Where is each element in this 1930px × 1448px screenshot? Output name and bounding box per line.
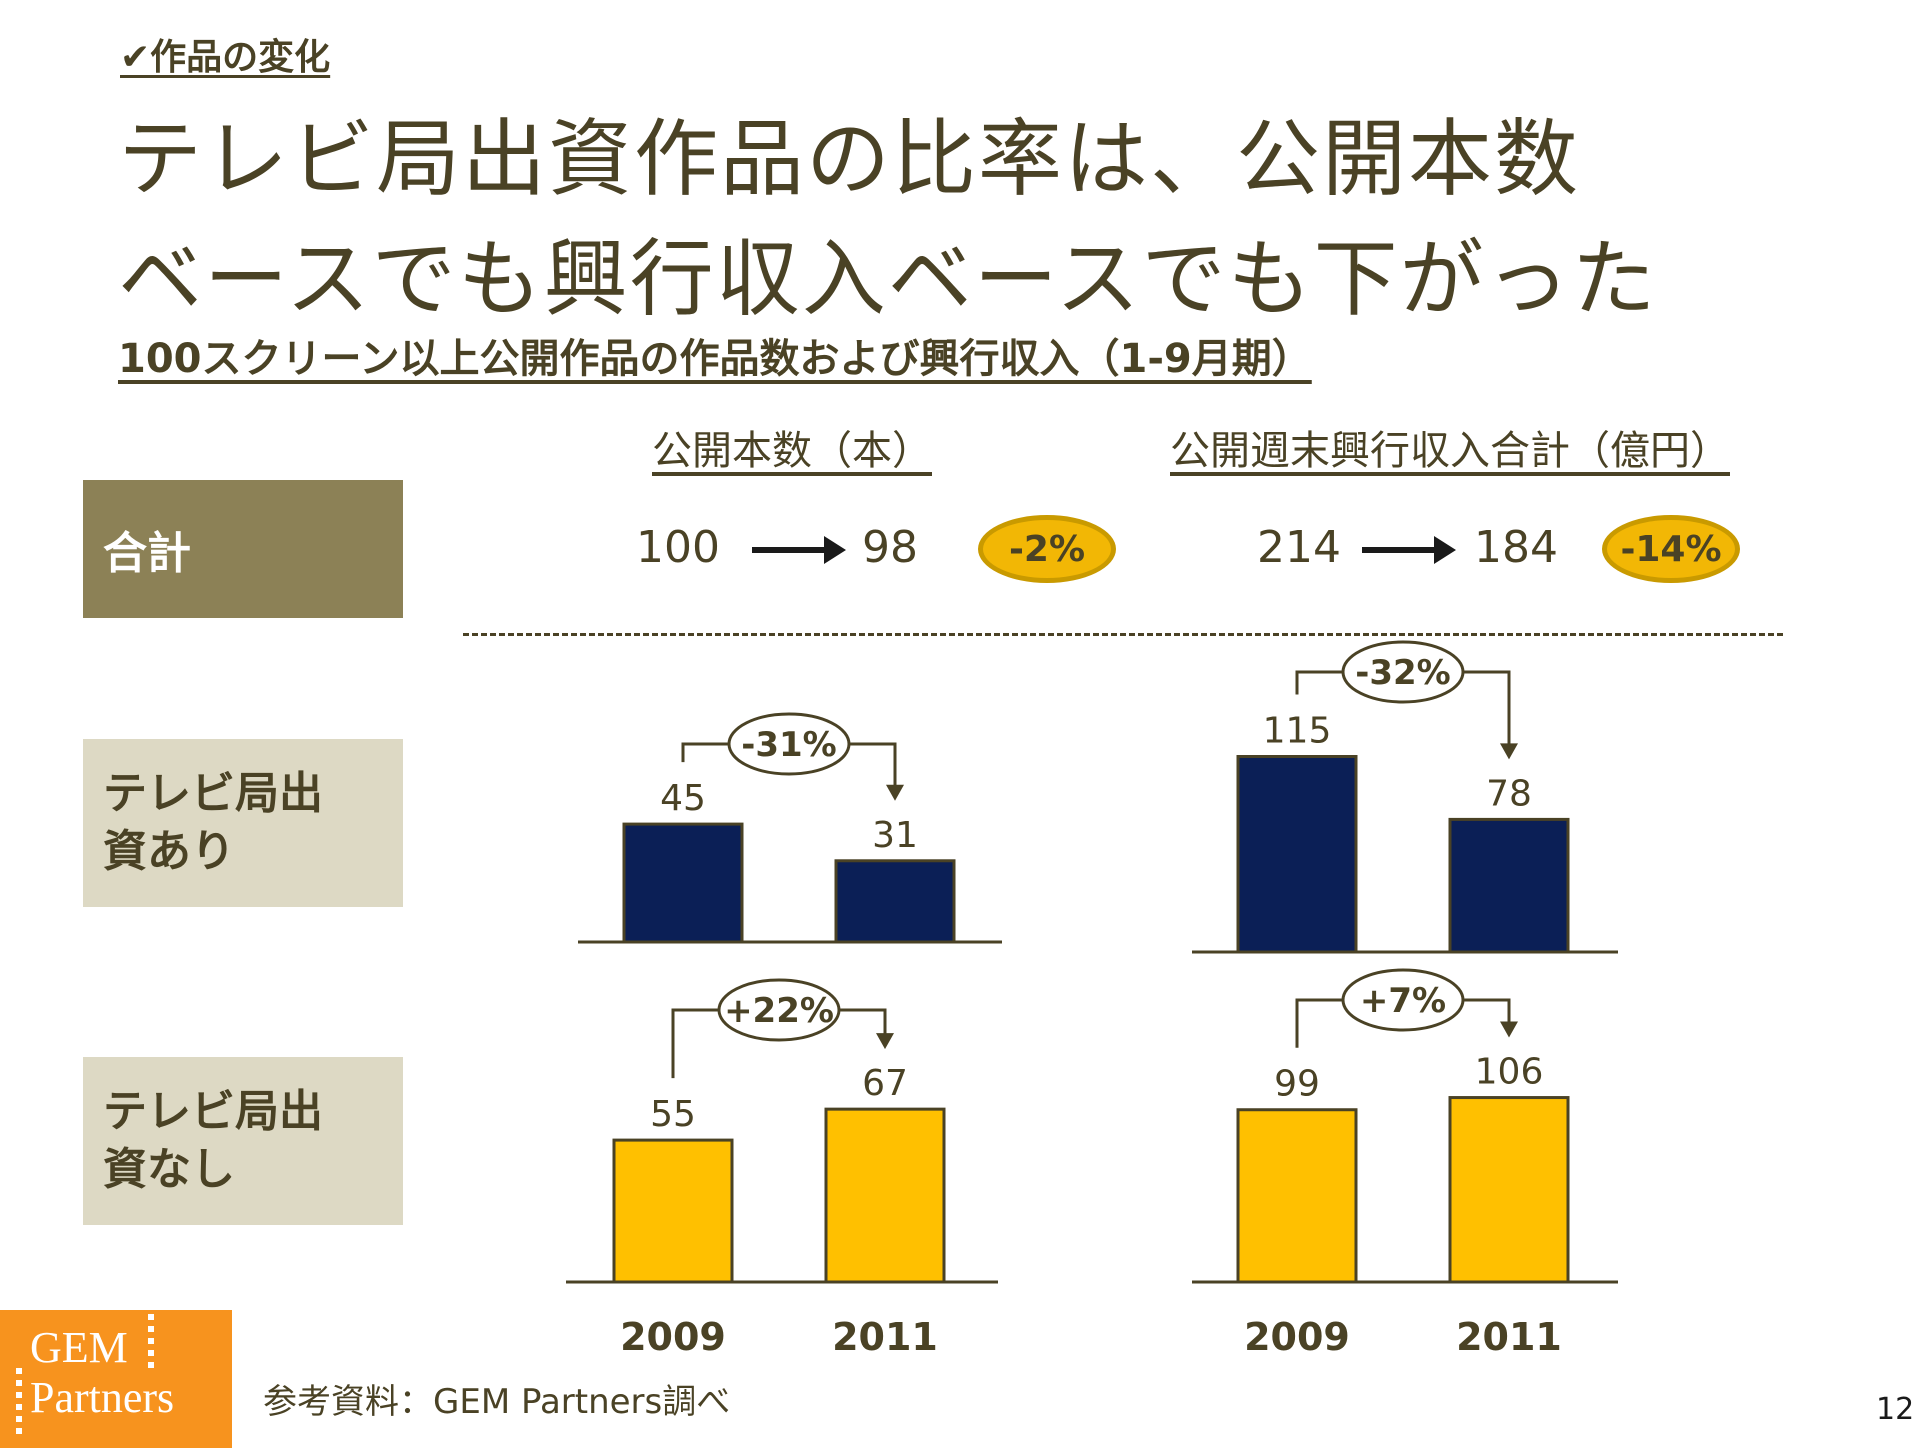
slide-title-line1: テレビ局出資作品の比率は、公開本数 <box>118 110 1581 208</box>
logo-dots-icon-left <box>16 1368 22 1440</box>
revenue-without-tv-category-label-2009: 2009 <box>1244 1315 1350 1359</box>
slide-subtitle: 100スクリーン以上公開作品の作品数および興行収入（1-9月期） <box>118 336 1312 382</box>
total-count-2009: 100 <box>636 522 720 573</box>
row-label-without-tv-text: テレビ局出資なし <box>103 1086 323 1195</box>
revenue-without-tv-change-bubble <box>1341 968 1465 1032</box>
total-revenue-change-badge: -14% <box>1602 515 1740 583</box>
revenue-without-tv-arrowhead-icon <box>1500 1021 1518 1038</box>
count-without-tv-category-label-2011: 2011 <box>832 1315 938 1359</box>
revenue-with-tv-value-label-2009: 115 <box>1263 711 1332 752</box>
row-label-total: 合計 <box>83 480 403 618</box>
revenue-without-tv-bar-2009 <box>1236 1108 1358 1284</box>
row-label-with-tv-text: テレビ局出資あり <box>103 768 323 877</box>
count-without-tv-category-label-2009: 2009 <box>620 1315 726 1359</box>
revenue-with-tv-bar-2009 <box>1236 755 1358 954</box>
page-number: 12 <box>1876 1392 1915 1427</box>
gem-partners-logo: GEM Partners <box>0 1310 232 1448</box>
count-with-tv-arrowhead-icon <box>886 784 904 801</box>
count-without-tv-arrowhead-icon <box>876 1033 894 1050</box>
logo-text-line2: Partners <box>30 1373 175 1422</box>
slide-title-line2: ベースでも興行収入ベースでも下がった <box>118 230 1658 328</box>
section-divider <box>463 633 1783 636</box>
revenue-with-tv-change-label: -32% <box>1355 653 1451 693</box>
revenue-column-header: 公開週末興行収入合計（億円） <box>1170 428 1730 474</box>
count-without-tv-value-label-2011: 67 <box>862 1063 908 1104</box>
row-label-without-tv: テレビ局出資なし <box>83 1057 403 1225</box>
count-without-tv-change-label: +22% <box>724 991 834 1031</box>
revenue-without-tv-change-label: +7% <box>1360 981 1446 1021</box>
section-tag: ✔作品の変化 <box>120 37 331 78</box>
count-with-tv-value-label-2011: 31 <box>872 815 918 856</box>
revenue-with-tv-change-bubble <box>1341 640 1465 704</box>
count-without-tv-value-label-2009: 55 <box>650 1094 696 1135</box>
logo-text-line1: GEM <box>30 1323 128 1372</box>
total-revenue-arrow-icon <box>1362 536 1456 564</box>
total-revenue-2011: 184 <box>1474 522 1558 573</box>
total-revenue-2009: 214 <box>1257 522 1341 573</box>
total-count-arrow-icon <box>752 536 846 564</box>
count-with-tv-bar-2011 <box>834 859 956 944</box>
count-column-header: 公開本数（本） <box>652 428 932 474</box>
revenue-with-tv-value-label-2011: 78 <box>1486 773 1532 814</box>
count-with-tv-change-label: -31% <box>741 725 837 765</box>
source-note: 参考資料：GEM Partners調べ <box>263 1382 731 1422</box>
revenue-without-tv-value-label-2011: 106 <box>1475 1052 1544 1093</box>
total-count-change-badge: -2% <box>978 515 1116 583</box>
count-with-tv-bar-2009 <box>622 822 744 944</box>
revenue-without-tv-bar-2011 <box>1448 1096 1570 1284</box>
total-revenue-change-text: -14% <box>1620 528 1722 570</box>
count-with-tv-change-bubble <box>727 712 851 776</box>
count-without-tv-bar-2011 <box>824 1107 946 1284</box>
revenue-with-tv-bar-2011 <box>1448 817 1570 954</box>
row-label-total-text: 合計 <box>103 528 191 579</box>
total-count-change-text: -2% <box>1008 528 1086 570</box>
revenue-without-tv-category-label-2011: 2011 <box>1456 1315 1562 1359</box>
revenue-without-tv-value-label-2009: 99 <box>1274 1064 1320 1105</box>
total-count-2011: 98 <box>862 522 918 573</box>
count-with-tv-value-label-2009: 45 <box>660 778 706 819</box>
logo-dots-icon <box>148 1314 154 1374</box>
row-label-with-tv: テレビ局出資あり <box>83 739 403 907</box>
count-without-tv-change-bubble <box>717 978 841 1042</box>
count-without-tv-bar-2009 <box>612 1138 734 1284</box>
revenue-with-tv-arrowhead-icon <box>1500 743 1518 760</box>
